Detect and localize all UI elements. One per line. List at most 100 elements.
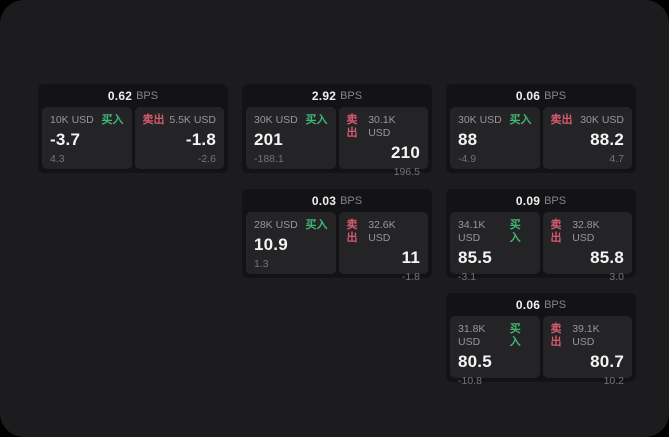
- buy-delta: -10.8: [458, 375, 482, 387]
- sell-value: -1.8: [185, 130, 216, 149]
- buy-tile-header: 28K USD 买入: [254, 219, 328, 232]
- card-body: 34.1K USD 买入 85.5 -3.1 卖出 32.8K USD 85.8…: [446, 212, 636, 283]
- sell-amount: 39.1K USD: [572, 323, 600, 348]
- bps-header: 0.06 BPS: [446, 293, 636, 316]
- sell-tile-header: 卖出 39.1K USD: [551, 323, 625, 349]
- sell-amount: 32.8K USD: [572, 219, 600, 244]
- bps-unit: BPS: [544, 298, 567, 311]
- buy-amount: 31.8K USD: [458, 323, 486, 348]
- buy-tile[interactable]: 34.1K USD 买入 85.5 -3.1: [450, 212, 540, 283]
- card-body: 30K USD 买入 201 -188.1 卖出 30.1K USD 210 1…: [242, 107, 432, 178]
- sell-delta: 10.2: [603, 375, 624, 387]
- buy-tag: 买入: [305, 114, 328, 126]
- sell-tag: 卖出: [346, 114, 358, 139]
- quote-card: 2.92 BPS 30K USD 买入 201 -188.1 卖出 30.1K …: [242, 84, 432, 178]
- buy-delta: -4.9: [458, 153, 477, 165]
- quote-card: 0.03 BPS 28K USD 买入 10.9 1.3 卖出 32.6K US…: [242, 189, 432, 283]
- sell-tile-header: 卖出 32.6K USD: [347, 219, 421, 245]
- sell-tile-header: 卖出 30.1K USD: [347, 114, 421, 140]
- buy-delta: -188.1: [254, 153, 284, 165]
- card-body: 28K USD 买入 10.9 1.3 卖出 32.6K USD 11 -1.8: [242, 212, 432, 283]
- bps-value: 0.09: [515, 193, 541, 208]
- bps-unit: BPS: [544, 194, 567, 207]
- buy-tag: 买入: [509, 323, 521, 348]
- buy-value: 201: [254, 130, 283, 149]
- buy-tile-header: 34.1K USD 买入: [458, 219, 532, 245]
- card-body: 10K USD 买入 -3.7 4.3 卖出 5.5K USD -1.8 -2.…: [38, 107, 228, 173]
- quote-card: 0.62 BPS 10K USD 买入 -3.7 4.3 卖出 5.5K USD…: [38, 84, 228, 173]
- sell-tag: 卖出: [550, 219, 562, 244]
- card-body: 31.8K USD 买入 80.5 -10.8 卖出 39.1K USD 80.…: [446, 316, 636, 387]
- sell-delta: 196.5: [393, 166, 420, 178]
- sell-delta: -2.6: [197, 153, 216, 165]
- bps-unit: BPS: [340, 194, 363, 207]
- buy-delta: -3.1: [458, 271, 477, 283]
- sell-tile[interactable]: 卖出 30K USD 88.2 4.7: [542, 107, 632, 169]
- bps-value: 2.92: [311, 88, 337, 103]
- bps-value: 0.06: [515, 297, 541, 312]
- buy-amount: 30K USD: [458, 114, 502, 126]
- sell-tag: 卖出: [550, 323, 562, 348]
- buy-value: -3.7: [50, 130, 81, 149]
- bps-header: 0.62 BPS: [38, 84, 228, 107]
- buy-tile[interactable]: 30K USD 买入 88 -4.9: [450, 107, 540, 169]
- bps-value: 0.06: [515, 88, 541, 103]
- bps-header: 2.92 BPS: [242, 84, 432, 107]
- buy-delta: 1.3: [254, 258, 269, 270]
- buy-tile-header: 10K USD 买入: [50, 114, 124, 127]
- bps-value: 0.62: [107, 88, 133, 103]
- sell-value: 88.2: [590, 130, 624, 149]
- bps-header: 0.09 BPS: [446, 189, 636, 212]
- sell-amount: 30K USD: [580, 114, 624, 126]
- sell-amount: 32.6K USD: [368, 219, 396, 244]
- bps-unit: BPS: [136, 89, 159, 102]
- sell-tile[interactable]: 卖出 39.1K USD 80.7 10.2: [542, 316, 632, 387]
- buy-tag: 买入: [509, 219, 521, 244]
- quote-card: 0.09 BPS 34.1K USD 买入 85.5 -3.1 卖出 32.8K…: [446, 189, 636, 283]
- buy-tag: 买入: [305, 219, 328, 231]
- bps-value: 0.03: [311, 193, 337, 208]
- buy-tile-header: 30K USD 买入: [254, 114, 328, 127]
- buy-tag: 买入: [509, 114, 532, 126]
- sell-delta: -1.8: [401, 271, 420, 283]
- sell-tile[interactable]: 卖出 30.1K USD 210 196.5: [338, 107, 428, 178]
- sell-tag: 卖出: [142, 114, 165, 126]
- sell-amount: 30.1K USD: [368, 114, 396, 139]
- sell-tile[interactable]: 卖出 32.6K USD 11 -1.8: [338, 212, 428, 283]
- buy-tile[interactable]: 31.8K USD 买入 80.5 -10.8: [450, 316, 540, 387]
- sell-delta: 3.0: [609, 271, 624, 283]
- buy-tile[interactable]: 10K USD 买入 -3.7 4.3: [42, 107, 132, 169]
- buy-tile[interactable]: 30K USD 买入 201 -188.1: [246, 107, 336, 169]
- buy-tile[interactable]: 28K USD 买入 10.9 1.3: [246, 212, 336, 274]
- sell-tag: 卖出: [346, 219, 358, 244]
- quote-card: 0.06 BPS 31.8K USD 买入 80.5 -10.8 卖出 39.1…: [446, 293, 636, 387]
- sell-value: 11: [401, 248, 420, 267]
- buy-value: 10.9: [254, 235, 288, 254]
- card-body: 30K USD 买入 88 -4.9 卖出 30K USD 88.2 4.7: [446, 107, 636, 173]
- sell-tile[interactable]: 卖出 5.5K USD -1.8 -2.6: [134, 107, 224, 169]
- sell-tag: 卖出: [550, 114, 573, 126]
- buy-tile-header: 30K USD 买入: [458, 114, 532, 127]
- sell-value: 80.7: [590, 352, 624, 371]
- buy-delta: 4.3: [50, 153, 65, 165]
- buy-amount: 10K USD: [50, 114, 94, 126]
- sell-delta: 4.7: [609, 153, 624, 165]
- buy-tile-header: 31.8K USD 买入: [458, 323, 532, 349]
- buy-value: 80.5: [458, 352, 492, 371]
- buy-amount: 34.1K USD: [458, 219, 486, 244]
- buy-value: 85.5: [458, 248, 492, 267]
- sell-amount: 5.5K USD: [169, 114, 216, 126]
- buy-value: 88: [458, 130, 478, 149]
- sell-value: 210: [391, 143, 420, 162]
- bps-header: 0.03 BPS: [242, 189, 432, 212]
- sell-tile-header: 卖出 5.5K USD: [143, 114, 217, 127]
- bps-unit: BPS: [340, 89, 363, 102]
- buy-amount: 28K USD: [254, 219, 298, 231]
- sell-tile[interactable]: 卖出 32.8K USD 85.8 3.0: [542, 212, 632, 283]
- sell-tile-header: 卖出 30K USD: [551, 114, 625, 127]
- buy-tag: 买入: [101, 114, 124, 126]
- bps-header: 0.06 BPS: [446, 84, 636, 107]
- sell-tile-header: 卖出 32.8K USD: [551, 219, 625, 245]
- quote-card: 0.06 BPS 30K USD 买入 88 -4.9 卖出 30K USD 8…: [446, 84, 636, 173]
